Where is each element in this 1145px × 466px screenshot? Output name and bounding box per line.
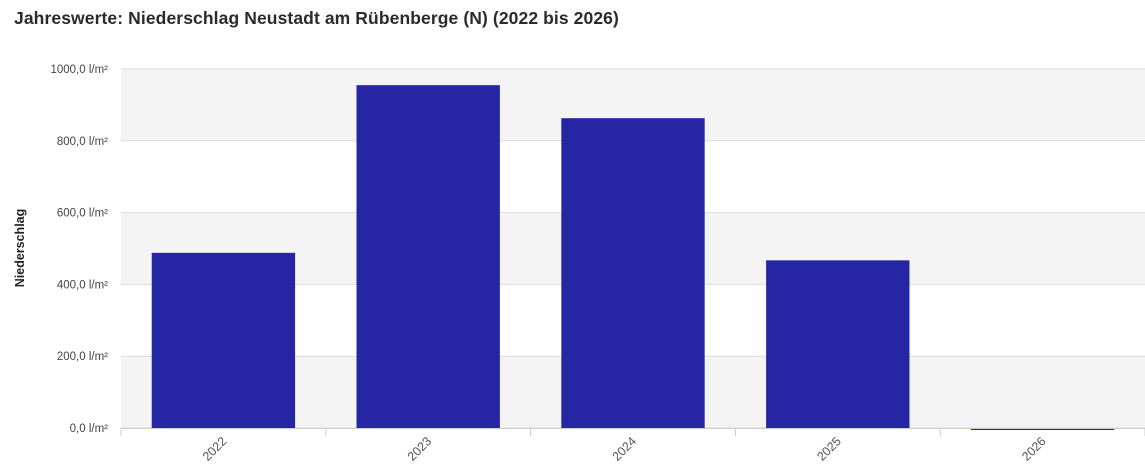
bar-2025[interactable] — [766, 260, 910, 428]
x-tick-label: 2025 — [814, 434, 844, 464]
y-axis-title: Niederschlag — [13, 209, 27, 288]
chart-title: Jahreswerte: Niederschlag Neustadt am Rü… — [14, 8, 619, 28]
x-tick-label: 2026 — [1019, 434, 1049, 464]
y-tick-label: 400,0 l/m² — [57, 279, 108, 291]
x-tick-label: 2024 — [610, 434, 640, 464]
bar-2024[interactable] — [561, 118, 705, 429]
y-tick-label: 1000,0 l/m² — [50, 64, 108, 76]
y-tick-label: 800,0 l/m² — [57, 136, 108, 148]
x-tick-label: 2023 — [405, 434, 435, 464]
y-tick-labels: 0,0 l/m² 200,0 l/m² 400,0 l/m² 600,0 l/m² 80… — [50, 64, 108, 435]
y-tick-label: 600,0 l/m² — [57, 208, 108, 220]
x-axis — [120, 428, 1145, 436]
bars — [151, 85, 1115, 430]
x-tick-labels: 2022 2023 2024 2025 2026 — [200, 434, 1049, 464]
x-tick-label: 2022 — [200, 434, 230, 464]
y-tick-label: 0,0 l/m² — [70, 423, 109, 435]
y-tick-label: 200,0 l/m² — [57, 351, 108, 363]
bar-2023[interactable] — [356, 85, 500, 428]
bar-2022[interactable] — [151, 252, 296, 428]
